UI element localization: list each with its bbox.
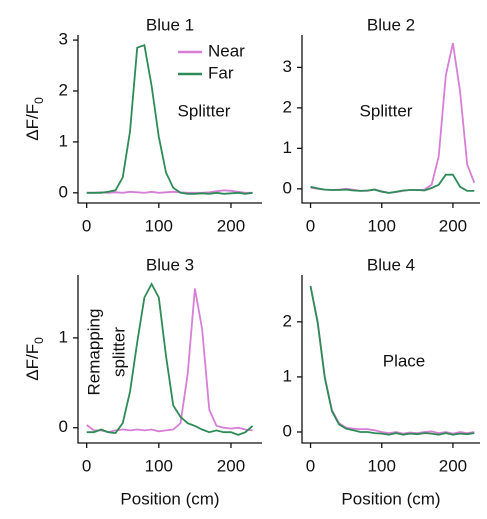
y-tick-label: 3 [59,30,68,49]
y-tick-label: 0 [283,178,292,197]
x-tick-label: 0 [82,456,91,475]
annotation: Splitter [360,101,413,120]
y-tick-label: 2 [283,311,292,330]
x-tick-label: 0 [82,216,91,235]
x-tick-label: 200 [217,216,245,235]
x-tick-label: 200 [439,216,467,235]
x-tick-label: 0 [306,216,315,235]
panel-title: Blue 4 [367,255,415,274]
y-tick-label: 2 [59,80,68,99]
y-tick-label: 2 [283,97,292,116]
y-axis-label-main: ΔF/F [23,104,42,141]
x-tick-label: 100 [368,216,396,235]
annotation: splitter [109,327,128,377]
x-tick-label: 100 [145,456,173,475]
y-tick-label: 3 [283,57,292,76]
line [86,288,253,434]
y-tick-label: 0 [59,417,68,436]
y-axis-label: ΔF/F0 [23,97,46,141]
annotation: Place [383,351,426,370]
legend-label: Far [208,63,234,82]
x-axis-label: Position (cm) [341,489,440,508]
axis-spine [301,275,480,444]
y-tick-label: 1 [59,327,68,346]
line [310,173,475,194]
x-axis-label: Position (cm) [120,489,219,508]
annotation: Splitter [178,101,231,120]
x-tick-label: 100 [145,216,173,235]
axis-spine [77,275,262,444]
legend-label: Near [208,41,245,60]
y-axis-label: ΔF/F0 [23,337,46,381]
line [309,285,475,436]
y-tick-label: 1 [283,138,292,157]
panel-title: Blue 1 [146,15,194,34]
y-tick-label: 0 [283,421,292,440]
line [86,44,253,195]
y-tick-label: 0 [59,182,68,201]
line [86,282,254,436]
y-tick-label: 1 [283,366,292,385]
annotation: Remapping [84,309,103,396]
x-tick-label: 200 [439,456,467,475]
axis-spine [301,35,480,204]
y-axis-label-sub: 0 [32,97,46,104]
x-tick-label: 100 [368,456,396,475]
y-axis-label-sub: 0 [32,337,46,344]
y-axis-label-main: ΔF/F [23,344,42,381]
x-tick-label: 0 [306,456,315,475]
x-tick-label: 200 [217,456,245,475]
line [86,189,253,194]
panel-title: Blue 3 [146,255,194,274]
y-tick-label: 1 [59,131,68,150]
panel-title: Blue 2 [367,15,415,34]
